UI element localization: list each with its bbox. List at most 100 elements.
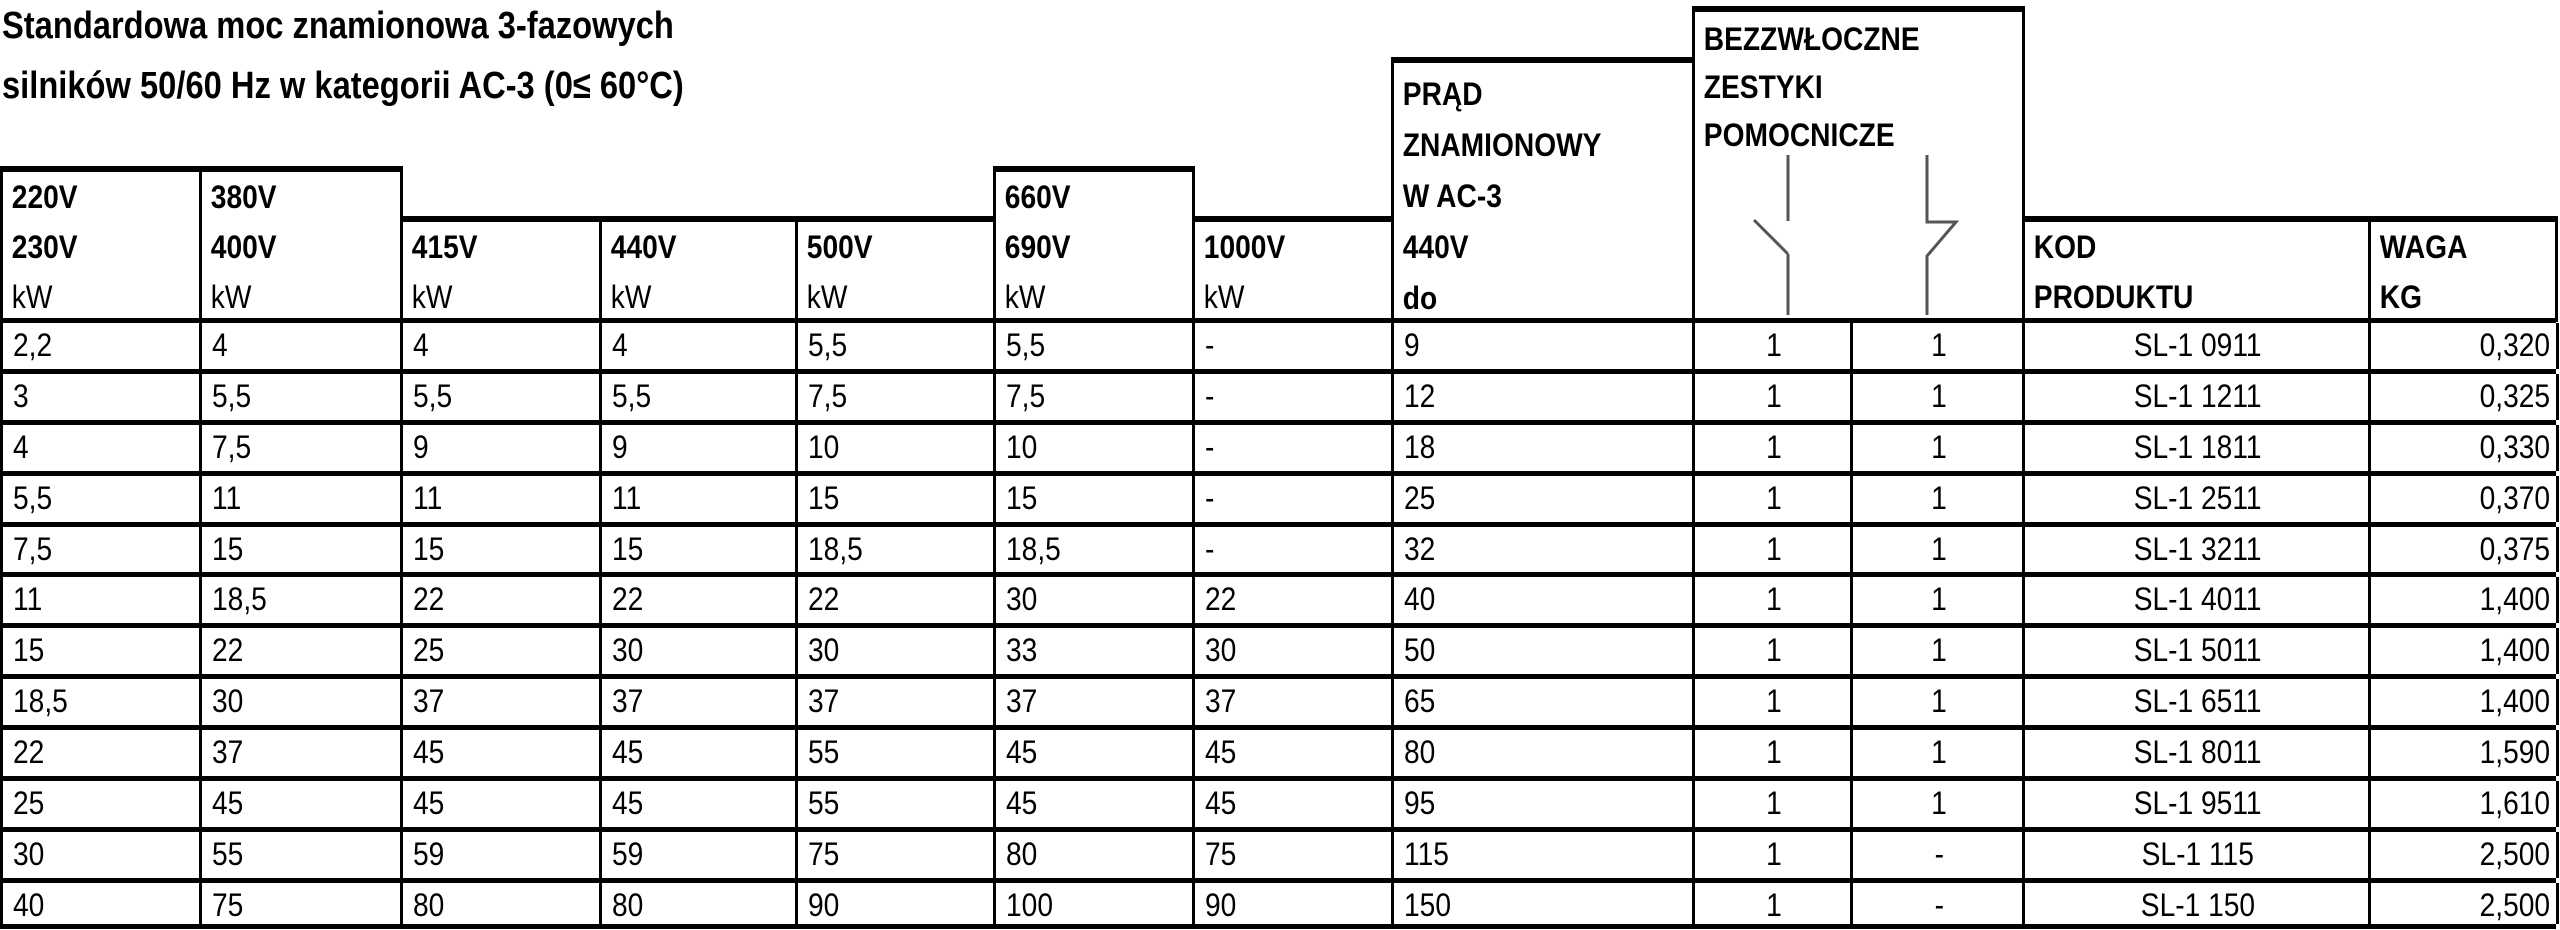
table-row: 5,5 11 11 11 15 15-25 1 1 SL-1 2511 0,370 (0, 470, 2559, 522)
cell-v660: 45 (993, 781, 1195, 827)
cell-value: 1 (1766, 683, 1782, 720)
cell-v440: 45 (599, 781, 798, 827)
cell-value: 18 (1404, 428, 1436, 465)
cell-value: 2,2 (13, 327, 53, 363)
cell-value: SL-1 9511 (2134, 785, 2262, 822)
cell-value: 40 (13, 886, 45, 923)
header-unit: kW (1203, 279, 1245, 315)
cell-value: 1 (1766, 734, 1782, 771)
cell-value: 11 (612, 479, 642, 516)
cell-value: 0,325 (2479, 377, 2550, 414)
cell-weight: 1,590 (2368, 730, 2559, 777)
cell-v440: 45 (599, 730, 798, 777)
cell-value: 7,5 (808, 377, 848, 414)
cell-contact-nc: - (1850, 882, 2025, 924)
header-rated-current: PRĄD ZNAMIONOWY W AC-3 440V do (1391, 57, 1695, 322)
cell-v380: 18,5 (199, 577, 403, 624)
cell-v660: 80 (993, 831, 1195, 878)
cell-value: SL-1 5011 (2134, 632, 2262, 669)
cell-weight: 0,320 (2368, 323, 2559, 369)
cell-value: 1 (1766, 785, 1782, 822)
header-1000v: 1000V kW (1192, 216, 1394, 322)
cell-contact-no: 1 (1692, 831, 1853, 878)
cell-value: 4 (413, 327, 429, 363)
header-label: do (1402, 280, 1438, 316)
header-label: 1000V (1203, 229, 1286, 265)
cell-value: 0,370 (2479, 479, 2550, 516)
cell-weight: 0,375 (2368, 526, 2559, 573)
cell-v1000: - (1192, 323, 1394, 369)
cell-value: SL-1 1811 (2134, 428, 2262, 465)
normally-closed-contact-icon (1925, 155, 1960, 315)
cell-value: - (1205, 530, 1215, 567)
cell-v380: 37 (199, 730, 403, 777)
cell-value: 75 (1205, 835, 1237, 872)
table-row: 7,5 15 15 15 18,5 18,5 - 32 1 1 SL-1 3211 0,375 (0, 521, 2559, 573)
header-label: 440V (610, 229, 677, 265)
cell-contact-no: 1 (1692, 323, 1853, 369)
cell-v500: 15 (795, 475, 996, 522)
header-weight: WAGA KG (2368, 216, 2558, 322)
cell-product-code: SL-1 115 (2022, 831, 2371, 878)
cell-v660: 18,5 (993, 526, 1195, 573)
cell-contact-no: 1 (1692, 526, 1853, 573)
cell-v1000: - (1192, 526, 1394, 573)
cell-value: 80 (1404, 734, 1436, 771)
cell-weight: 1,400 (2368, 577, 2559, 624)
header-label: POMOCNICZE (1703, 117, 1895, 153)
cell-value: 45 (413, 785, 445, 822)
cell-value: 9 (413, 428, 429, 465)
cell-contact-nc: 1 (1850, 781, 2025, 827)
cell-v415: 59 (400, 831, 602, 878)
cell-v500: 10 (795, 424, 996, 471)
cell-weight: 0,370 (2368, 475, 2559, 522)
cell-v380: 5,5 (199, 373, 403, 420)
header-label: 220V (11, 179, 78, 215)
table-row: 2,2 4 4 4 5,5 5,5 - 9 1 1 SL-1 0911 0,320 (0, 318, 2559, 369)
table-row: 11 18,5 22 22 22 30 22 40 1 1 SL-1 4011 1,400 (0, 572, 2559, 624)
header-label: 230V (11, 229, 78, 265)
header-220v: 220V 230V kW (0, 166, 202, 322)
cell-v440: 5,5 (599, 373, 798, 420)
cell-v220: 5,5 (0, 475, 202, 522)
header-label: W AC-3 (1402, 178, 1502, 214)
cell-v380: 45 (199, 781, 403, 827)
cell-value: 25 (13, 785, 45, 822)
cell-weight: 1,400 (2368, 679, 2559, 726)
cell-value: 115 (1404, 835, 1449, 872)
cell-value: 1,610 (2479, 785, 2550, 822)
cell-value: - (1205, 479, 1215, 516)
cell-value: 150 (1404, 886, 1451, 923)
cell-v1000: 30 (1192, 628, 1394, 675)
cell-product-code: SL-1 1211 (2022, 373, 2371, 420)
header-label: 400V (210, 229, 277, 265)
cell-v500: 5,5 (795, 323, 996, 369)
header-500v: 500V kW (795, 216, 996, 322)
cell-value: 45 (612, 785, 644, 822)
cell-v220: 2,2 (0, 323, 202, 369)
header-unit: kW (411, 279, 453, 315)
cell-value: 90 (808, 886, 840, 923)
cell-v500: 90 (795, 882, 996, 924)
cell-v440: 30 (599, 628, 798, 675)
cell-contact-nc: 1 (1850, 475, 2025, 522)
header-unit: kW (806, 279, 848, 315)
header-label: 380V (210, 179, 277, 215)
header-label: ZNAMIONOWY (1402, 127, 1602, 163)
cell-value: 45 (1006, 785, 1038, 822)
table-row: 4 7,5 9 9 10 10 - 18 1 1 SL-1 1811 0,330 (0, 419, 2559, 471)
cell-value: 1 (1766, 530, 1782, 567)
cell-value: 1 (1766, 479, 1782, 516)
cell-v500: 75 (795, 831, 996, 878)
cell-v1000: 45 (1192, 781, 1394, 827)
cell-v660: 45 (993, 730, 1195, 777)
cell-weight: 2,500 (2368, 831, 2559, 878)
cell-value: 80 (1006, 835, 1038, 872)
cell-contact-nc: - (1850, 831, 2025, 878)
cell-value: 30 (13, 835, 45, 872)
cell-value: 30 (1205, 632, 1237, 669)
cell-value: 0,375 (2479, 530, 2550, 567)
cell-v415: 15 (400, 526, 602, 573)
cell-value: 9 (612, 428, 628, 465)
cell-value: 30 (212, 683, 244, 720)
